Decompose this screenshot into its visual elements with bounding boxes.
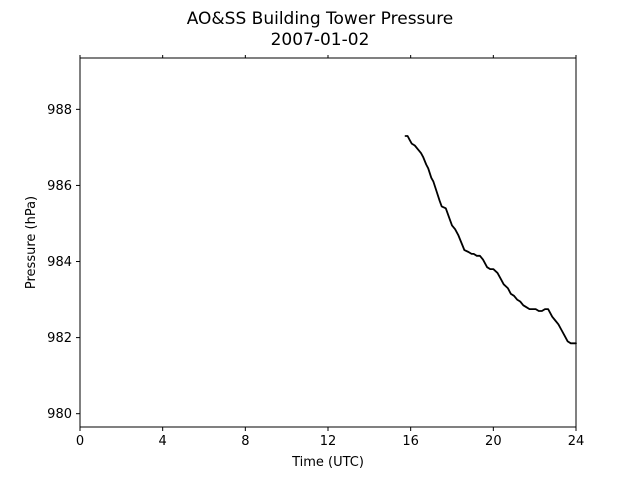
pressure-series-line (404, 135, 577, 345)
chart-subtitle: 2007-01-02 (271, 30, 370, 50)
x-tick-label: 24 (568, 434, 585, 449)
x-axis-label: Time (UTC) (291, 455, 364, 470)
x-tick-label: 16 (402, 434, 419, 449)
x-tick-label: 8 (241, 434, 249, 449)
chart-title: AO&SS Building Tower Pressure (187, 9, 454, 29)
series-group (404, 135, 577, 345)
y-tick-label: 982 (47, 331, 72, 346)
y-tick-label: 988 (47, 103, 72, 118)
y-axis: 980 982 984 986 988 (47, 103, 80, 422)
x-tick-label: 20 (485, 434, 502, 449)
plot-area-frame (79, 57, 577, 428)
y-tick-label: 980 (47, 407, 72, 422)
y-axis-label: Pressure (hPa) (24, 196, 39, 289)
x-axis: 0 4 8 12 16 20 24 (76, 55, 584, 449)
x-tick-label: 4 (159, 434, 167, 449)
y-tick-label: 984 (47, 255, 72, 270)
x-tick-label: 12 (320, 434, 337, 449)
y-tick-label: 986 (47, 179, 72, 194)
x-tick-label: 0 (76, 434, 84, 449)
